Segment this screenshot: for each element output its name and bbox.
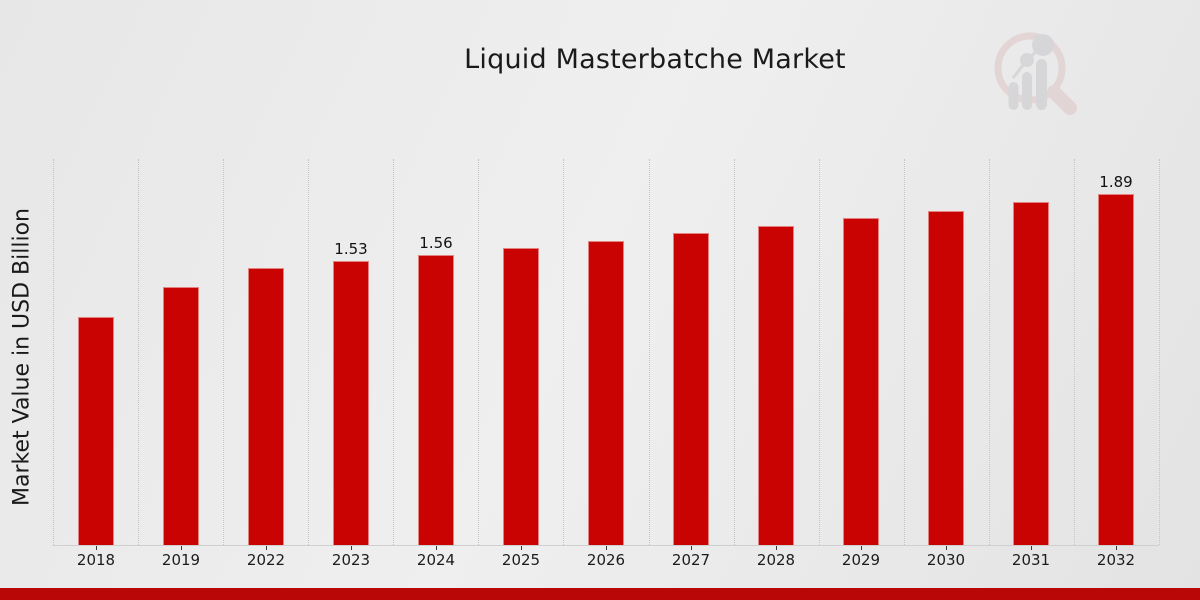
x-axis-tick (436, 546, 437, 550)
vertical-gridline (904, 159, 905, 545)
x-axis-tick (946, 546, 947, 550)
y-axis-label: Market Value in USD Billion (9, 207, 35, 507)
bar-value-label-2023: 1.53 (334, 240, 368, 258)
magnifier-bar-chart-logo-icon (994, 32, 1077, 115)
vertical-gridline (734, 159, 735, 545)
vertical-gridline (53, 159, 54, 545)
footer-accent-stripe (0, 588, 1200, 600)
vertical-gridline (1074, 159, 1075, 545)
vertical-gridline (223, 159, 224, 545)
x-tick-label-2028: 2028 (756, 551, 796, 569)
bar-2026 (588, 241, 624, 545)
x-tick-label-2032: 2032 (1096, 551, 1136, 569)
vertical-gridline (989, 159, 990, 545)
x-tick-label-2026: 2026 (586, 551, 626, 569)
x-tick-label-2025: 2025 (501, 551, 541, 569)
x-tick-label-2031: 2031 (1011, 551, 1051, 569)
x-axis-tick (181, 546, 182, 550)
x-axis-tick (96, 546, 97, 550)
bar-2023 (333, 261, 369, 545)
x-tick-label-2019: 2019 (161, 551, 201, 569)
x-axis-tick (776, 546, 777, 550)
bar-2031 (1013, 202, 1049, 545)
bar-2027 (673, 233, 709, 545)
bar-2018 (78, 317, 114, 545)
x-tick-label-2030: 2030 (926, 551, 966, 569)
bar-2030 (928, 211, 964, 545)
x-tick-label-2022: 2022 (246, 551, 286, 569)
bar-2024 (418, 255, 454, 545)
x-tick-label-2029: 2029 (841, 551, 881, 569)
plot-area: 2018 2019 2022 1.53 2023 1.56 2024 2025 2026 2027… (53, 159, 1160, 569)
vertical-gridline (393, 159, 394, 545)
vertical-gridline (478, 159, 479, 545)
x-axis-tick (521, 546, 522, 550)
x-axis-tick (691, 546, 692, 550)
bar-2029 (843, 218, 879, 545)
bar-2028 (758, 226, 794, 545)
x-axis-tick (1116, 546, 1117, 550)
bar-2025 (503, 248, 539, 545)
vertical-gridline (308, 159, 309, 545)
vertical-gridline (138, 159, 139, 545)
x-tick-label-2023: 2023 (331, 551, 371, 569)
page-title: Liquid Masterbatche Market (464, 44, 846, 75)
bar-value-label-2032: 1.89 (1099, 173, 1133, 191)
vertical-gridline (649, 159, 650, 545)
vertical-gridline (563, 159, 564, 545)
x-tick-label-2018: 2018 (76, 551, 116, 569)
bar-2032 (1098, 194, 1134, 545)
vertical-gridline (1159, 159, 1160, 545)
vertical-gridline (819, 159, 820, 545)
x-axis-tick (861, 546, 862, 550)
x-axis-tick (266, 546, 267, 550)
x-axis-tick (1031, 546, 1032, 550)
x-tick-label-2027: 2027 (671, 551, 711, 569)
x-axis-tick (351, 546, 352, 550)
x-axis-tick (606, 546, 607, 550)
bar-2019 (163, 287, 199, 545)
x-tick-label-2024: 2024 (416, 551, 456, 569)
bar-2022 (248, 268, 284, 545)
bar-value-label-2024: 1.56 (419, 234, 453, 252)
